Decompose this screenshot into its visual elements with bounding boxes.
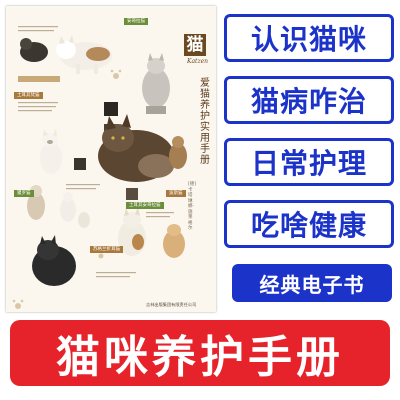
cover-tag: 土耳其梵猫 bbox=[14, 92, 43, 99]
title-banner: 猫咪养护手册 bbox=[10, 320, 390, 386]
feature-pill-4: 吃啥健康 bbox=[224, 200, 394, 248]
cover-title: 爱猫养护实用手册 bbox=[200, 78, 210, 166]
cover-tag: 暹罗猫 bbox=[14, 190, 34, 197]
cat-photo-9 bbox=[118, 207, 146, 256]
cat-photo-4 bbox=[40, 129, 62, 174]
cover-tag: 波斯猫 bbox=[166, 190, 186, 197]
ebook-badge: 经典电子书 bbox=[232, 264, 392, 302]
feature-pill-label: 认识猫咪 bbox=[250, 23, 367, 56]
cat-photo-5 bbox=[98, 114, 174, 182]
banner-title: 猫咪养护手册 bbox=[56, 332, 344, 383]
cat-photo-2 bbox=[18, 38, 60, 82]
feature-pill-2: 猫病咋治 bbox=[224, 76, 394, 124]
cover-title-en: Katzen bbox=[187, 58, 209, 65]
feature-pill-label: 日常护理 bbox=[250, 147, 367, 180]
thumb-photo-4 bbox=[126, 188, 138, 200]
cover-tag: 安哥拉猫 bbox=[124, 18, 148, 25]
feature-pill-1: 认识猫咪 bbox=[224, 14, 394, 62]
cat-photo-8 bbox=[32, 235, 76, 286]
feature-pill-label: 吃啥健康 bbox=[250, 209, 367, 242]
cat-photo-10 bbox=[163, 224, 185, 258]
thumb-photo-3 bbox=[74, 158, 86, 170]
cover-tag: 苏格兰折耳猫 bbox=[90, 246, 123, 253]
body-text-lines bbox=[18, 26, 174, 278]
cover-publisher: 吉林出版集团有限责任公司 bbox=[146, 302, 197, 307]
book-cover: 安哥拉猫 土耳其梵猫 暹罗猫 波斯猫 土耳其安哥拉猫 苏格兰折耳猫 猫 Katz… bbox=[6, 6, 216, 312]
cat-photo-3 bbox=[142, 53, 170, 114]
feature-pill-label: 猫病咋治 bbox=[250, 85, 367, 118]
thumb-photo-1 bbox=[104, 102, 118, 116]
cat-photo-7 bbox=[27, 185, 90, 228]
feature-pill-3: 日常护理 bbox=[224, 138, 394, 186]
cat-photo-1 bbox=[56, 35, 112, 74]
cover-tag: 土耳其安哥拉猫 bbox=[126, 202, 164, 209]
cover-author: [德]卡塔琳娜·施莱格尔 bbox=[188, 182, 197, 231]
cover-artwork bbox=[12, 26, 187, 309]
ebook-label: 经典电子书 bbox=[259, 272, 365, 297]
cover-title-char: 猫 bbox=[184, 34, 206, 56]
cat-photo-6 bbox=[169, 136, 187, 169]
